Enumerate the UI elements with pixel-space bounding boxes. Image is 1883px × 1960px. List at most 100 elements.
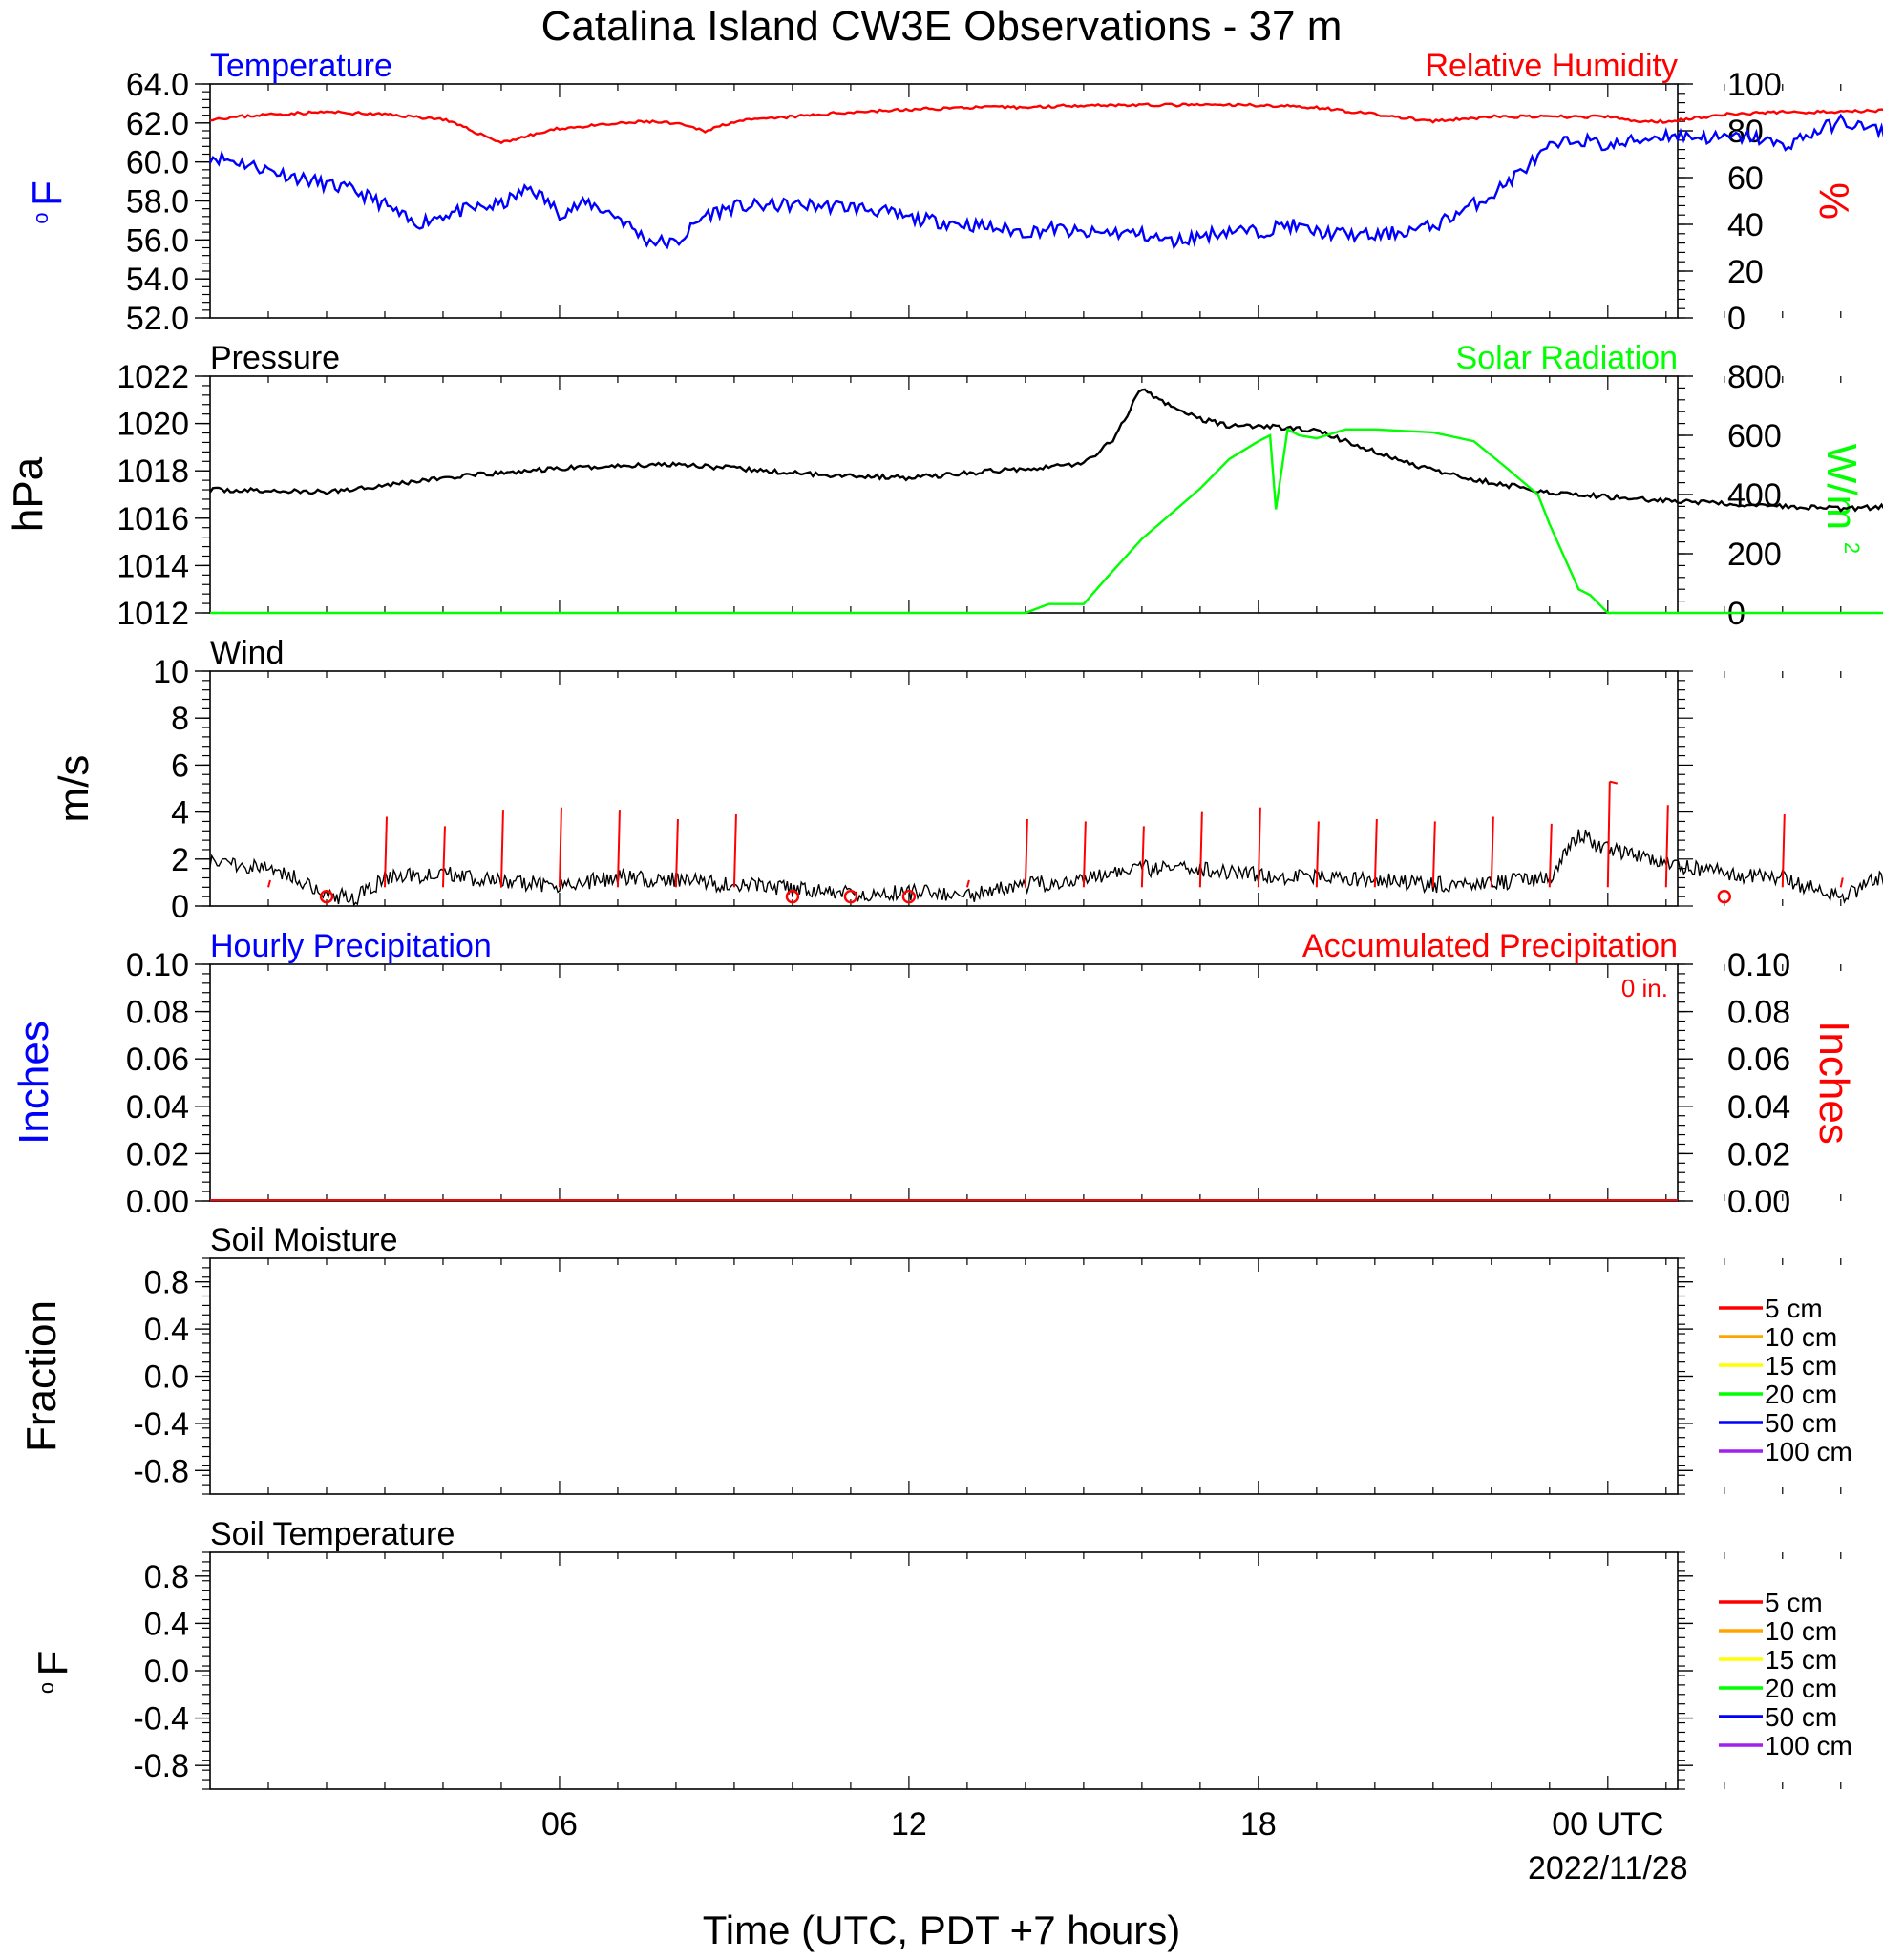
wind-barb <box>1548 823 1553 888</box>
y-tick-label: 1014 <box>116 548 189 584</box>
x-axis-label: Time (UTC, PDT +7 hours) <box>703 1907 1181 1952</box>
legend-label: 10 cm <box>1765 1616 1837 1646</box>
accum-precip-axis-label: Inches <box>1810 1021 1857 1145</box>
solar-line <box>210 427 1883 615</box>
y-tick-label: 1012 <box>116 596 189 632</box>
y-tick-label: 0.02 <box>1727 1136 1790 1172</box>
temperature-axis-label: oF <box>24 180 71 224</box>
y-tick-label: 0.04 <box>1727 1089 1790 1126</box>
wind-barb <box>499 810 504 888</box>
wind-barb <box>674 818 679 888</box>
y-tick-label: 0 <box>171 889 189 925</box>
solar-axis-label: W/m 2 <box>1818 444 1865 554</box>
legend-label: 50 cm <box>1765 1408 1837 1438</box>
wind-barb <box>267 879 271 888</box>
y-tick-label: 20 <box>1727 254 1764 290</box>
unit-square: 2 <box>1840 542 1864 554</box>
accum-precip-title: Accumulated Precipitation <box>1302 928 1678 964</box>
y-tick-label: 56.0 <box>126 222 189 259</box>
unit-w-m: W/m <box>1818 444 1865 530</box>
wind-barb <box>1839 877 1844 888</box>
y-tick-label: 0.4 <box>144 1606 189 1642</box>
y-tick-label: 1016 <box>116 501 189 537</box>
y-tick-label: 62.0 <box>126 106 189 142</box>
humidity-title: Relative Humidity <box>1425 48 1678 84</box>
wind-axis-label: m/s <box>51 755 97 823</box>
y-tick-label: 8 <box>171 701 189 737</box>
y-tick-label: 40 <box>1727 207 1764 243</box>
x-tick-date-label: 2022/11/28 <box>1528 1850 1688 1886</box>
wind-barb <box>1082 821 1087 888</box>
legend-label: 100 cm <box>1765 1437 1852 1466</box>
legend-label: 20 cm <box>1765 1380 1837 1409</box>
wind-barb <box>558 807 562 888</box>
y-tick-label: 100 <box>1727 67 1782 103</box>
wind-barb <box>1431 821 1436 888</box>
y-tick-label: -0.4 <box>133 1701 189 1738</box>
y-tick-label: -0.8 <box>133 1453 189 1489</box>
calm-wind-marker <box>901 889 917 904</box>
panel-precipitation: 0.00 0.02 0.04 0.06 0.08 0.10 0.00 0.02 0.04 0.06… <box>11 928 1857 1220</box>
panel-temperature-humidity: 52.054.056.058.060.062.064.0 0 20 40 60 80 100… <box>24 48 1883 337</box>
y-tick-label: 60.0 <box>126 145 189 181</box>
panel-frame-5 <box>209 1257 1679 1495</box>
y-tick-label: 52.0 <box>126 301 189 337</box>
y-tick-label: 6 <box>171 748 189 784</box>
temperature-title: Temperature <box>210 48 392 84</box>
x-tick-label: 06 <box>541 1806 578 1843</box>
soil-temperature-axis-label: oF <box>30 1651 76 1695</box>
y-tick-label: 80 <box>1727 114 1764 150</box>
figure-title: Catalina Island CW3E Observations - 37 m <box>541 3 1343 50</box>
x-tick-label: 12 <box>891 1806 927 1843</box>
y-tick-label: 600 <box>1727 418 1782 454</box>
wind-barb-flag <box>1609 780 1619 785</box>
y-tick-label: 0.10 <box>1727 947 1790 983</box>
legend-label: 15 cm <box>1765 1645 1837 1675</box>
hourly-precip-axis-label: Inches <box>11 1021 57 1145</box>
calm-wind-marker <box>785 889 800 904</box>
wind-barb <box>441 826 446 888</box>
soil-moisture-axis-label: Fraction <box>18 1300 65 1452</box>
pressure-line <box>209 388 1883 513</box>
panel-frame-3 <box>209 670 1679 907</box>
legend-label: 15 cm <box>1765 1351 1837 1380</box>
panel-wind: 0 2 4 6 8 10 Wind m/s <box>51 635 1883 925</box>
y-tick-label: 0.00 <box>126 1184 189 1220</box>
panel-soil-temperature: -0.8 -0.4 0.0 0.4 0.8 Soil Temperature oF 5 cm1… <box>30 1516 1852 1790</box>
y-tick-label: 1022 <box>116 359 189 395</box>
degree-mark: o <box>34 1682 58 1694</box>
y-tick-label: 0.8 <box>144 1559 189 1595</box>
y-tick-label: 0.10 <box>126 947 189 983</box>
wind-barb <box>1140 826 1145 888</box>
degree-mark: o <box>29 212 53 223</box>
y-tick-label: 4 <box>171 795 189 832</box>
y-tick-label: -0.8 <box>133 1748 189 1784</box>
calm-wind-marker <box>1717 889 1731 904</box>
y-tick-label: 0.06 <box>126 1042 189 1078</box>
y-tick-label: -0.4 <box>133 1406 189 1443</box>
legend-label: 100 cm <box>1765 1731 1852 1760</box>
panel-soil-moisture: -0.8 -0.4 0.0 0.4 0.8 Soil Moisture Fraction 5 … <box>18 1222 1852 1495</box>
wind-barb <box>616 810 621 888</box>
soil-moisture-title: Soil Moisture <box>210 1222 398 1258</box>
solar-title: Solar Radiation <box>1456 340 1678 376</box>
humidity-axis-label: % <box>1810 182 1857 220</box>
wind-barb <box>1606 781 1611 888</box>
soil-temperature-title: Soil Temperature <box>210 1516 455 1552</box>
y-tick-label: 0.0 <box>144 1654 189 1690</box>
wind-barb <box>383 816 388 888</box>
y-tick-label: 0.02 <box>126 1136 189 1172</box>
y-tick-label: 60 <box>1727 160 1764 197</box>
legend-label: 10 cm <box>1765 1322 1837 1352</box>
y-tick-label: 0.04 <box>126 1089 189 1126</box>
y-tick-label: 0.00 <box>1727 1184 1790 1220</box>
panel-frame-4 <box>209 963 1679 1202</box>
y-tick-label: 400 <box>1727 477 1782 514</box>
wind-barb <box>1664 805 1669 888</box>
calm-wind-marker <box>843 889 858 904</box>
wind-barb <box>1781 814 1786 888</box>
wind-speed-line <box>209 829 1883 907</box>
